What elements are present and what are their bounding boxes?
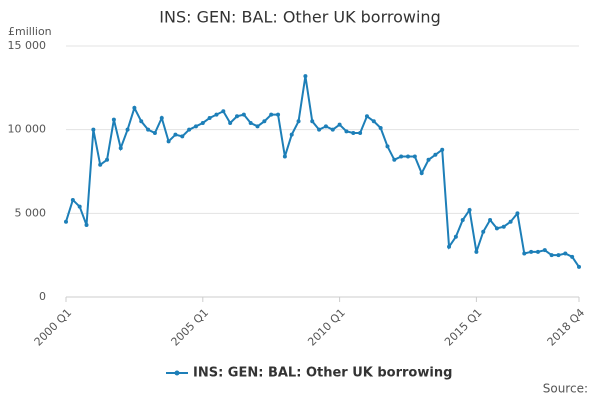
data-point	[522, 251, 527, 256]
series-line	[65, 75, 580, 268]
data-point	[330, 127, 335, 132]
data-point	[317, 127, 322, 132]
data-point	[269, 112, 274, 117]
data-point	[111, 117, 116, 122]
x-tick-label: 2015 Q1	[442, 306, 485, 349]
data-point	[303, 74, 308, 79]
data-point	[282, 154, 287, 159]
data-point	[344, 129, 349, 134]
data-point	[310, 119, 315, 124]
y-tick-label: 5 000	[15, 206, 47, 219]
data-point	[570, 254, 575, 259]
data-point	[132, 105, 137, 110]
data-point	[200, 120, 205, 125]
data-point	[508, 219, 513, 224]
data-point	[501, 224, 506, 229]
data-point	[173, 132, 178, 137]
data-point	[166, 139, 171, 144]
data-point	[399, 154, 404, 159]
data-point	[515, 211, 520, 216]
data-point	[488, 218, 493, 223]
chart-title: INS: GEN: BAL: Other UK borrowing	[159, 8, 440, 27]
data-point	[412, 154, 417, 159]
data-point	[255, 124, 260, 129]
data-point	[453, 234, 458, 239]
data-point	[289, 132, 294, 137]
y-tick-label: 15 000	[8, 39, 47, 52]
data-point	[84, 223, 89, 228]
data-point	[358, 131, 363, 136]
data-point	[433, 152, 438, 157]
data-point	[139, 119, 144, 124]
x-tick-label: 2000 Q1	[32, 306, 75, 349]
legend-marker	[174, 370, 180, 376]
data-point	[125, 127, 130, 132]
data-point	[193, 124, 198, 129]
data-point	[64, 219, 68, 224]
data-point	[351, 131, 356, 136]
data-point	[419, 171, 424, 176]
y-tick-label: 10 000	[8, 123, 47, 136]
data-point	[146, 127, 151, 132]
y-axis-label: £million	[8, 25, 52, 38]
x-tick-label: 2018 Q4	[545, 306, 588, 349]
x-tick-label: 2010 Q1	[305, 306, 348, 349]
data-point	[460, 218, 465, 223]
data-point	[577, 264, 581, 269]
data-point	[180, 134, 185, 139]
data-point	[392, 157, 397, 162]
data-point	[364, 114, 369, 119]
data-point	[276, 112, 281, 117]
data-point	[152, 131, 157, 136]
data-point	[529, 249, 534, 254]
data-point	[235, 114, 239, 119]
y-tick-label: 0	[39, 290, 46, 303]
data-point	[385, 144, 390, 149]
data-point	[296, 119, 301, 124]
legend-label: INS: GEN: BAL: Other UK borrowing	[193, 366, 452, 381]
data-point	[474, 249, 479, 254]
data-point	[447, 244, 452, 249]
data-point	[323, 124, 328, 129]
data-point	[542, 248, 547, 253]
data-point	[556, 253, 561, 258]
data-point	[241, 112, 246, 117]
data-point	[159, 115, 164, 120]
data-point	[70, 197, 75, 202]
data-point	[187, 127, 192, 132]
data-point	[337, 122, 342, 127]
data-point	[228, 120, 233, 125]
data-point	[563, 251, 568, 256]
data-point	[378, 125, 383, 130]
data-point	[426, 157, 431, 162]
data-point	[481, 229, 486, 234]
data-point	[535, 249, 540, 254]
data-point	[214, 112, 219, 117]
data-point	[207, 115, 212, 120]
data-point	[98, 162, 103, 167]
data-point	[467, 207, 472, 212]
data-point	[77, 204, 82, 209]
data-point	[105, 157, 110, 162]
data-point	[91, 127, 96, 132]
data-point	[371, 119, 376, 124]
data-point	[248, 120, 253, 125]
data-point	[221, 109, 226, 114]
x-tick-label: 2005 Q1	[169, 306, 212, 349]
data-point	[494, 226, 499, 231]
data-point	[440, 147, 445, 152]
data-point	[118, 146, 123, 151]
source: Source:	[543, 382, 588, 396]
data-point	[549, 253, 554, 258]
data-point	[406, 154, 410, 159]
data-point	[262, 119, 267, 124]
